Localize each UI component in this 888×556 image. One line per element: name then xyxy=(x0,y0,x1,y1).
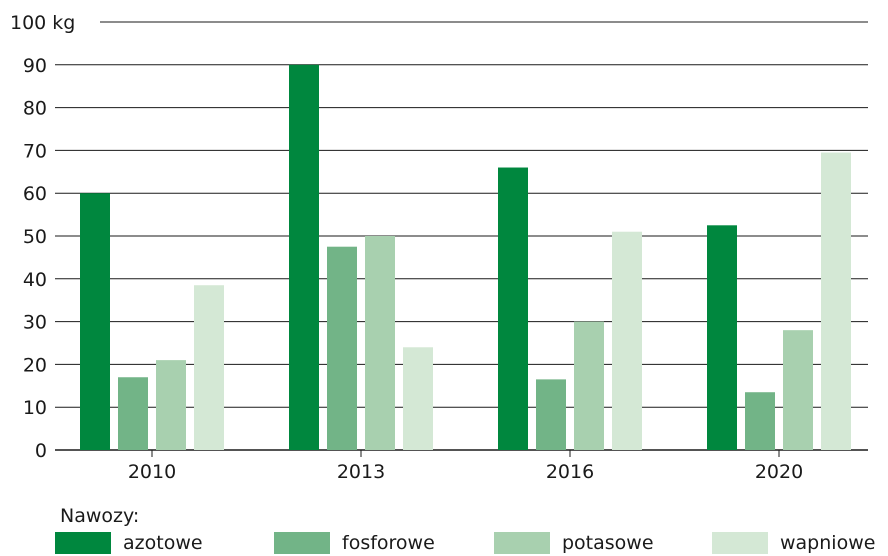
bar-azotowe-2010 xyxy=(80,193,110,450)
bars xyxy=(80,64,851,451)
legend-swatch xyxy=(494,532,550,554)
bar-fosforowe-2020 xyxy=(745,392,775,450)
y-tick-label: 30 xyxy=(23,312,47,334)
y-tick-label: 60 xyxy=(23,183,47,205)
legend-label: wapniowe xyxy=(780,532,876,554)
bar-fosforowe-2010 xyxy=(118,377,148,450)
legend-swatch xyxy=(712,532,768,554)
bar-potasowe-2016 xyxy=(574,321,604,450)
y-tick-label: 100 kg xyxy=(10,12,75,34)
legend-item-potasowe: potasowe xyxy=(494,530,654,556)
bar-azotowe-2013 xyxy=(289,64,319,451)
legend: azotowe fosforowe potasowe wapniowe xyxy=(0,530,888,556)
x-tick-label: 2013 xyxy=(337,461,385,483)
y-tick-label: 40 xyxy=(23,269,47,291)
legend-swatch xyxy=(274,532,330,554)
legend-title: Nawozy: xyxy=(60,505,140,527)
bar-fosforowe-2016 xyxy=(536,379,566,450)
x-tick-label: 2010 xyxy=(128,461,176,483)
legend-label: potasowe xyxy=(562,532,654,554)
bar-azotowe-2016 xyxy=(498,167,528,450)
legend-label: fosforowe xyxy=(342,532,435,554)
bar-potasowe-2020 xyxy=(783,330,813,450)
legend-item-azotowe: azotowe xyxy=(55,530,203,556)
y-tick-label: 80 xyxy=(23,98,47,120)
bar-potasowe-2013 xyxy=(365,236,395,450)
x-tick-label: 2016 xyxy=(546,461,594,483)
y-tick-label: 10 xyxy=(23,397,47,419)
bar-azotowe-2020 xyxy=(707,225,737,450)
legend-item-wapniowe: wapniowe xyxy=(712,530,875,556)
bar-wapniowe-2013 xyxy=(403,347,433,450)
bar-wapniowe-2016 xyxy=(612,231,642,450)
y-tick-label: 0 xyxy=(35,440,47,462)
bar-fosforowe-2013 xyxy=(327,246,357,450)
y-tick-label: 90 xyxy=(23,55,47,77)
x-axis-ticks: 2010 2013 2016 2020 xyxy=(128,450,803,483)
x-tick-label: 2020 xyxy=(755,461,803,483)
legend-label: azotowe xyxy=(123,532,203,554)
y-tick-label: 50 xyxy=(23,226,47,248)
bar-wapniowe-2020 xyxy=(821,152,851,451)
legend-swatch xyxy=(55,532,111,554)
legend-item-fosforowe: fosforowe xyxy=(274,530,435,556)
bar-potasowe-2010 xyxy=(156,360,186,450)
y-axis-ticks: 0 10 20 30 40 50 60 70 80 90 100 kg xyxy=(10,12,75,462)
y-tick-label: 20 xyxy=(23,354,47,376)
y-tick-label: 70 xyxy=(23,140,47,162)
bar-wapniowe-2010 xyxy=(194,285,224,450)
grid-lines xyxy=(55,21,868,451)
